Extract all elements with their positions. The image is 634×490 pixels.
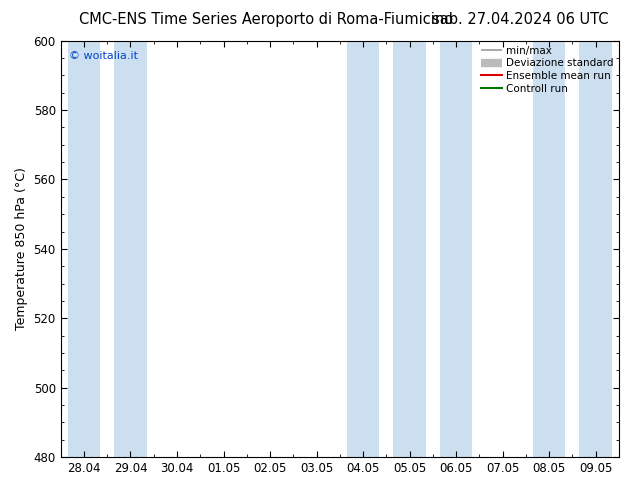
Text: sab. 27.04.2024 06 UTC: sab. 27.04.2024 06 UTC (432, 12, 608, 27)
Bar (533, 41, 566, 457)
Text: © woitalia.it: © woitalia.it (69, 51, 138, 61)
Y-axis label: Temperature 850 hPa (°C): Temperature 850 hPa (°C) (15, 168, 28, 330)
Bar (579, 41, 612, 457)
Bar (440, 41, 472, 457)
Bar (347, 41, 379, 457)
Bar (393, 41, 426, 457)
Bar (114, 41, 146, 457)
Bar (68, 41, 100, 457)
Legend: min/max, Deviazione standard, Ensemble mean run, Controll run: min/max, Deviazione standard, Ensemble m… (479, 44, 616, 96)
Text: CMC-ENS Time Series Aeroporto di Roma-Fiumicino: CMC-ENS Time Series Aeroporto di Roma-Fi… (79, 12, 453, 27)
